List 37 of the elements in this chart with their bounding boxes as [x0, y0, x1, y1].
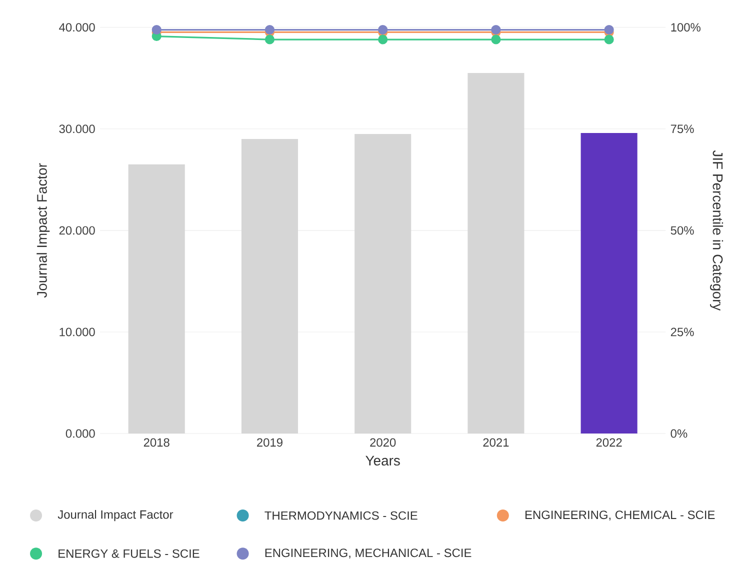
y-tick-label: 20.000 — [59, 226, 95, 235]
y-tick-label: 40.000 — [59, 23, 95, 32]
legend-label: ENGINEERING, CHEMICAL - SCIE — [525, 510, 715, 521]
legend-label: THERMODYNAMICS - SCIE — [264, 512, 418, 520]
point — [378, 25, 388, 35]
x-tick-label: 2022 — [596, 438, 622, 447]
bar — [128, 164, 185, 434]
point — [264, 25, 275, 35]
y2-axis-title: JIF Percentile in Category — [710, 150, 724, 311]
point — [378, 34, 388, 45]
x-axis-title: Years — [366, 456, 400, 466]
bar — [468, 73, 524, 434]
legend-label: ENGINEERING, MECHANICAL - SCIE — [265, 548, 472, 559]
x-tick-label: 2020 — [370, 438, 396, 447]
point — [264, 34, 275, 45]
y2-tick-label: 25% — [670, 328, 694, 336]
y-axis-title: Journal Impact Factor — [36, 163, 50, 298]
point — [604, 34, 614, 45]
legend-label: Journal Impact Factor — [58, 510, 174, 522]
bar — [580, 133, 638, 434]
bar — [241, 139, 298, 434]
y2-tick-label: 100% — [671, 23, 700, 32]
x-tick-label: 2021 — [483, 438, 509, 447]
point — [491, 34, 501, 45]
y2-tick-label: 50% — [670, 226, 694, 235]
y2-tick-label: 0% — [670, 429, 688, 438]
point — [604, 25, 614, 35]
x-tick-label: 2018 — [144, 438, 170, 447]
point — [152, 25, 162, 35]
y-tick-label: 10.000 — [60, 328, 95, 336]
point — [491, 25, 501, 35]
legend-label: ENERGY & FUELS - SCIE — [58, 550, 200, 558]
bar — [354, 134, 412, 434]
y-tick-label: 0.000 — [66, 429, 95, 438]
y-tick-label: 30.000 — [59, 124, 95, 134]
y2-tick-label: 75% — [670, 124, 694, 134]
x-tick-label: 2019 — [257, 438, 282, 447]
